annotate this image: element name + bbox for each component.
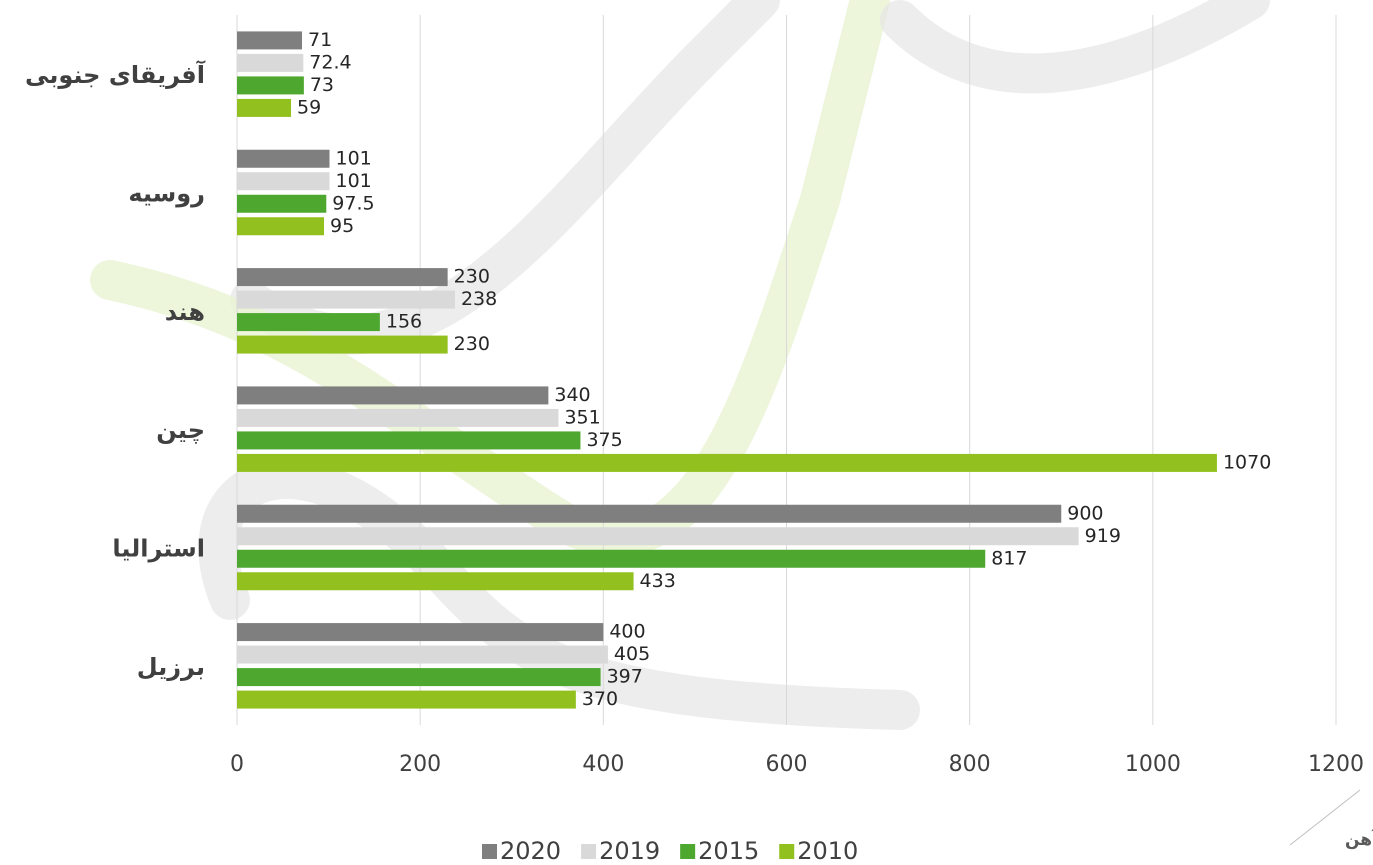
legend: 2020 2019 2015 2010	[482, 837, 858, 865]
data-label: 405	[614, 643, 650, 665]
corner-line	[1289, 789, 1361, 846]
data-label: 101	[335, 147, 371, 169]
data-label: 238	[461, 288, 497, 310]
bar	[237, 453, 1217, 472]
x-tick-label: 800	[949, 752, 991, 777]
legend-swatch	[779, 844, 795, 859]
data-label: 97.5	[332, 192, 374, 214]
data-label: 370	[582, 688, 618, 710]
data-label: 71	[308, 29, 332, 51]
data-label: 400	[609, 621, 645, 643]
x-tick-label: 400	[582, 752, 624, 777]
bar	[237, 149, 330, 168]
x-tick-label: 600	[766, 752, 808, 777]
data-label: 95	[330, 215, 354, 237]
data-label: 919	[1085, 525, 1121, 547]
data-label: 156	[386, 311, 422, 333]
bar	[237, 268, 448, 287]
bar	[237, 623, 604, 642]
data-label: 230	[454, 333, 490, 355]
bar	[237, 408, 559, 427]
category-label: روسیه	[128, 180, 205, 208]
bar	[237, 172, 330, 191]
data-label: 1070	[1223, 451, 1271, 473]
bar	[237, 645, 608, 664]
bar	[237, 98, 292, 117]
bar	[237, 690, 576, 709]
bar	[237, 504, 1062, 523]
legend-label: 2015	[698, 837, 759, 865]
legend-label: 2020	[500, 837, 561, 865]
bar	[237, 386, 549, 405]
legend-label: 2019	[599, 837, 660, 865]
category-label: هند	[165, 298, 205, 326]
legend-label: 2010	[797, 837, 858, 865]
category-label: آفریقای جنوبی	[25, 60, 206, 89]
bar	[237, 194, 327, 213]
data-label: 101	[335, 170, 371, 192]
legend-swatch	[581, 844, 597, 859]
legend-swatch	[680, 844, 696, 859]
data-label: 351	[564, 406, 600, 428]
bar	[237, 290, 455, 309]
data-label: 433	[640, 570, 676, 592]
bar	[237, 53, 304, 72]
data-label: 375	[586, 429, 622, 451]
category-label: چین	[156, 416, 205, 444]
bar	[237, 217, 325, 236]
corner-label: سنگ آهن	[1345, 828, 1373, 850]
x-tick-label: 200	[399, 752, 441, 777]
data-label: 72.4	[309, 51, 351, 73]
bar	[237, 431, 581, 450]
bar	[237, 335, 448, 354]
x-tick-label: 0	[230, 752, 244, 777]
data-label: 900	[1067, 502, 1103, 524]
bar	[237, 76, 304, 95]
bar	[237, 31, 303, 50]
data-label: 230	[454, 266, 490, 288]
plot-area: 0 200 400 600 800 1000 1200 آفریقای جنوبی 7172.4…	[25, 15, 1364, 777]
legend-swatch	[482, 844, 497, 859]
bar	[237, 668, 601, 687]
data-label: 340	[554, 384, 590, 406]
x-tick-label: 1000	[1125, 752, 1181, 777]
data-label: 59	[297, 96, 321, 118]
bar	[237, 313, 380, 332]
bar	[237, 572, 634, 591]
x-tick-label: 1200	[1308, 752, 1364, 777]
data-label: 73	[310, 74, 334, 96]
category-label: استرالیا	[112, 535, 205, 563]
category-label: برزیل	[137, 653, 205, 681]
bar	[237, 549, 986, 568]
data-label: 817	[991, 547, 1027, 569]
bar	[237, 527, 1079, 546]
data-label: 397	[607, 666, 643, 688]
